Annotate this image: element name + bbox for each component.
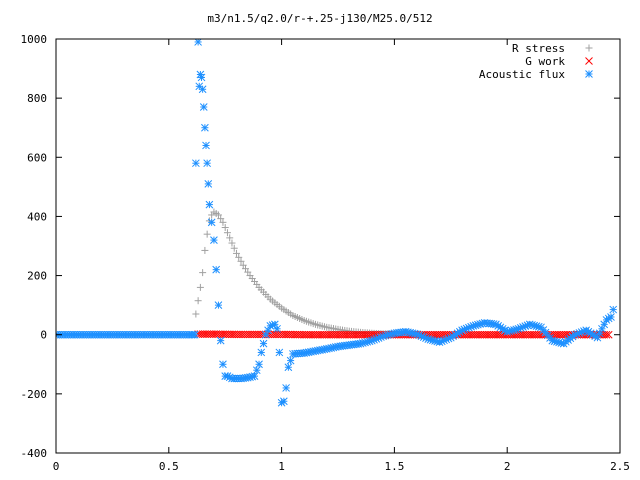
y-tick-label: -400	[21, 447, 48, 460]
data-point	[201, 123, 209, 132]
data-point	[609, 305, 618, 314]
x-tick-label: 0.5	[159, 460, 179, 473]
data-point	[203, 159, 212, 168]
data-point	[282, 384, 290, 392]
chart-title: m3/n1.5/q2.0/r-+.25-j130/M25.0/512	[207, 12, 432, 25]
y-tick-label: 1000	[21, 33, 48, 46]
legend-marker	[585, 44, 593, 52]
data-point	[223, 229, 231, 237]
data-point	[207, 218, 216, 227]
data-point	[259, 339, 268, 348]
data-point	[202, 141, 210, 150]
data-point	[273, 324, 281, 333]
data-point	[275, 348, 284, 357]
x-tick-label: 0	[53, 460, 60, 473]
data-point	[604, 330, 613, 339]
data-point	[214, 211, 222, 219]
data-point	[591, 332, 600, 341]
series-2	[56, 39, 618, 407]
data-point	[607, 313, 615, 321]
data-point	[192, 310, 200, 318]
data-point	[190, 330, 199, 339]
plot-frame	[55, 38, 621, 454]
data-point	[250, 372, 259, 380]
x-tick-label: 2.5	[610, 460, 630, 473]
data-point	[219, 218, 227, 226]
y-tick-label: 400	[27, 210, 47, 223]
legend-marker	[585, 57, 593, 65]
data-point	[210, 236, 218, 244]
plot-layer	[56, 39, 618, 407]
data-point	[194, 39, 202, 46]
legend-label: R stress	[512, 42, 565, 55]
data-point	[252, 366, 261, 375]
axes: 0 0.5 1 1.5 2 2.5 -400 -200 0 200 400 600 800 1000	[21, 33, 630, 473]
data-point	[216, 336, 225, 345]
legend-marker	[585, 70, 593, 78]
x-tick-label: 1.5	[384, 460, 404, 473]
data-point	[197, 73, 206, 82]
legend-label: Acoustic flux	[479, 68, 565, 81]
data-point	[237, 257, 245, 265]
data-point	[257, 348, 266, 357]
data-point	[602, 330, 611, 339]
data-point	[196, 283, 204, 291]
data-point	[221, 224, 229, 232]
legend-label: G work	[525, 55, 565, 68]
data-point	[217, 215, 225, 223]
y-tick-label: 0	[40, 329, 47, 342]
data-point	[203, 230, 211, 238]
data-point	[192, 159, 200, 168]
data-point	[255, 360, 263, 369]
x-tick-label: 2	[504, 460, 511, 473]
data-point	[228, 239, 236, 247]
data-point	[194, 297, 202, 305]
data-point	[219, 360, 227, 369]
y-tick-label: 600	[27, 151, 47, 164]
data-point	[204, 180, 213, 188]
y-tick-label: -200	[21, 388, 48, 401]
data-point	[235, 253, 243, 261]
y-tick-label: 800	[27, 92, 47, 105]
data-point	[201, 246, 209, 254]
data-point	[205, 200, 214, 209]
data-point	[212, 265, 221, 274]
data-point	[284, 363, 293, 372]
data-point	[226, 234, 234, 242]
data-point	[199, 269, 207, 277]
data-point	[230, 244, 238, 252]
x-tick-label: 1	[278, 460, 285, 473]
data-point	[214, 301, 223, 309]
y-tick-label: 200	[27, 270, 47, 283]
data-point	[198, 85, 207, 94]
data-point	[199, 103, 208, 111]
data-point	[232, 249, 240, 257]
data-point	[280, 397, 288, 406]
data-point	[286, 356, 295, 365]
